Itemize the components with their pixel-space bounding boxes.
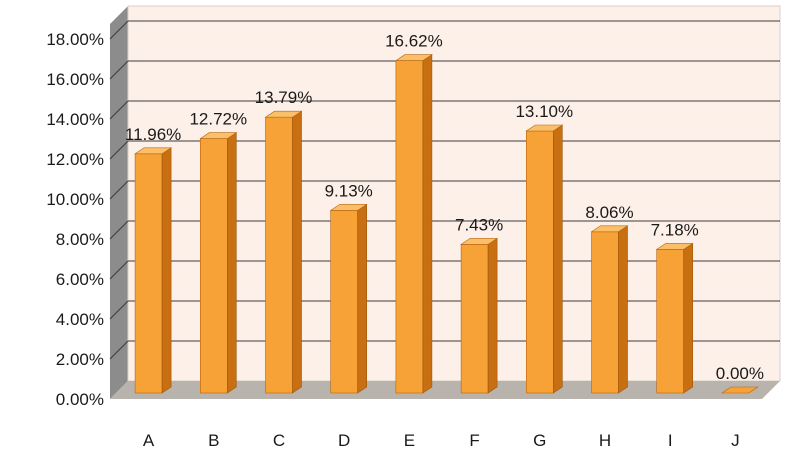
gridline-side — [109, 340, 129, 360]
side-wall — [110, 6, 128, 399]
y-tick-label: 2.00% — [56, 350, 104, 369]
bar-front — [395, 60, 424, 394]
bar-side — [422, 54, 433, 394]
y-tick-label: 14.00% — [46, 110, 104, 129]
data-label-a: 11.96% — [125, 125, 181, 144]
x-tick-label-g: G — [533, 431, 546, 450]
data-label-f: 7.43% — [455, 215, 503, 234]
bars — [134, 54, 759, 394]
bar-front — [134, 153, 163, 394]
y-tick-label: 4.00% — [56, 310, 104, 329]
bar-side — [552, 124, 563, 394]
gridline-side — [109, 100, 129, 120]
bar-front — [525, 130, 554, 394]
x-tick-label-i: I — [668, 431, 673, 450]
data-label-j: 0.00% — [716, 364, 764, 383]
y-axis-ticks: 0.00% 2.00% 4.00% 6.00% 8.00% 10.00% 12.00% 14.… — [46, 30, 104, 409]
bar-f — [460, 237, 499, 394]
bar-e — [394, 54, 433, 394]
bar-top — [590, 225, 629, 233]
x-tick-label-a: A — [143, 431, 155, 450]
bar-side — [487, 237, 498, 394]
gridline-side — [109, 300, 129, 320]
bar-g — [525, 124, 564, 394]
x-tick-label-d: D — [338, 431, 350, 450]
y-tick-label: 18.00% — [46, 30, 104, 49]
bar-top — [264, 110, 303, 118]
data-label-d: 9.13% — [325, 181, 373, 200]
bar-j — [720, 386, 759, 394]
bar-top — [394, 54, 433, 61]
data-label-c: 13.79% — [255, 88, 313, 107]
gridline-side — [109, 220, 129, 240]
bar-c — [264, 110, 303, 394]
bar-i — [655, 242, 694, 394]
bar-front — [200, 138, 228, 394]
bar-a — [134, 147, 173, 394]
data-label-b: 12.72% — [189, 110, 247, 129]
bar-b — [199, 132, 238, 394]
bar-side — [618, 225, 628, 394]
gridline-side — [109, 260, 129, 280]
x-tick-label-h: H — [599, 431, 611, 450]
bar-h — [590, 225, 629, 394]
y-tick-label: 12.00% — [46, 150, 104, 169]
bar-front — [460, 244, 489, 394]
bar-front — [656, 249, 685, 394]
bar-side — [161, 147, 172, 394]
bar-top — [655, 243, 694, 250]
bar-side — [292, 110, 302, 394]
y-tick-label: 0.00% — [56, 390, 104, 409]
y-tick-label: 10.00% — [46, 190, 104, 209]
data-label-h: 8.06% — [585, 203, 633, 222]
y-tick-label: 16.00% — [46, 70, 104, 89]
gridline-side — [109, 180, 129, 200]
bar-top — [199, 132, 238, 139]
bar-top — [720, 386, 759, 394]
x-tick-label-j: J — [731, 431, 740, 450]
x-tick-label-e: E — [404, 431, 415, 450]
bar-side — [357, 203, 368, 394]
bar-side — [227, 132, 237, 394]
bar-front — [330, 210, 359, 394]
x-tick-label-b: B — [208, 431, 219, 450]
bar-front — [265, 116, 293, 394]
y-tick-label: 6.00% — [56, 270, 104, 289]
bar-side — [683, 242, 694, 394]
x-axis-categories: A B C D E F G H I J — [143, 431, 740, 450]
x-tick-label-f: F — [469, 431, 479, 450]
x-tick-label-c: C — [273, 431, 285, 450]
bar-top — [134, 147, 173, 155]
bar-d — [329, 203, 368, 394]
data-label-e: 16.62% — [385, 32, 443, 51]
data-label-i: 7.18% — [651, 220, 699, 239]
data-labels: 11.96% 12.72% 13.79% 9.13% 16.62% 7.43% 13.10%… — [125, 32, 764, 383]
bar-top — [460, 238, 499, 245]
bar-top — [525, 124, 564, 132]
data-label-g: 13.10% — [515, 102, 573, 121]
gridline-side — [109, 140, 129, 160]
gridline-side — [109, 60, 129, 80]
y-tick-label: 8.00% — [56, 230, 104, 249]
gridline-side — [109, 20, 129, 40]
bar-top — [329, 204, 368, 211]
bar-front — [591, 231, 619, 394]
